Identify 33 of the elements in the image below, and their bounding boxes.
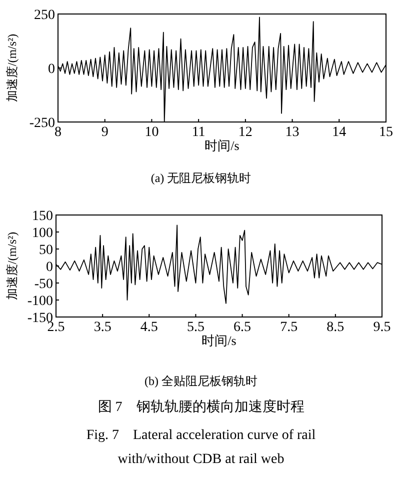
y-tick-label: -250 bbox=[29, 116, 55, 131]
y-axis-title: 加速度/(m/s²) bbox=[5, 232, 19, 300]
y-axis-title: 加速度/(m/s²) bbox=[5, 34, 19, 102]
x-axis-title: 时间/s bbox=[204, 138, 240, 153]
caption: 图 7 钢轨轨腰的横向加速度时程 bbox=[98, 399, 304, 415]
x-axis-title: 时间/s bbox=[202, 333, 236, 348]
x-tick-label: 12 bbox=[238, 125, 252, 140]
y-tick-label: 0 bbox=[48, 62, 55, 77]
y-tick-label: 100 bbox=[32, 226, 53, 241]
x-tick-label: 2.5 bbox=[47, 320, 65, 335]
x-tick-label: 8 bbox=[54, 125, 62, 140]
x-tick-label: 3.5 bbox=[94, 320, 112, 335]
x-tick-label: 13 bbox=[285, 125, 300, 140]
y-tick-label: 0 bbox=[46, 260, 53, 275]
caption: Fig. 7 Lateral acceleration curve of rail with/without CDB at rail web bbox=[86, 428, 316, 467]
y-tick-label: 150 bbox=[32, 209, 53, 224]
x-tick-label: 14 bbox=[332, 125, 346, 140]
x-tick-label: 9.5 bbox=[373, 320, 391, 335]
x-tick-label: 5.5 bbox=[186, 320, 204, 335]
x-tick-label: 9 bbox=[101, 125, 108, 140]
y-tick-label: -100 bbox=[27, 294, 53, 309]
x-tick-label: 15 bbox=[379, 125, 393, 140]
y-tick-label: -50 bbox=[34, 277, 53, 292]
x-tick-label: 4.5 bbox=[140, 320, 158, 335]
x-tick-label: 6.5 bbox=[234, 320, 252, 335]
x-tick-label: 11 bbox=[192, 125, 206, 140]
text: (b) 全贴阻尼板钢轨时 bbox=[144, 374, 258, 388]
x-tick-label: 10 bbox=[144, 125, 159, 140]
y-tick-label: 250 bbox=[34, 8, 55, 23]
y-tick-label: 50 bbox=[39, 243, 53, 258]
text: (a) 无阻尼板钢轨时 bbox=[150, 171, 252, 185]
x-tick-label: 7.5 bbox=[280, 320, 298, 335]
x-tick-label: 8.5 bbox=[326, 320, 344, 335]
